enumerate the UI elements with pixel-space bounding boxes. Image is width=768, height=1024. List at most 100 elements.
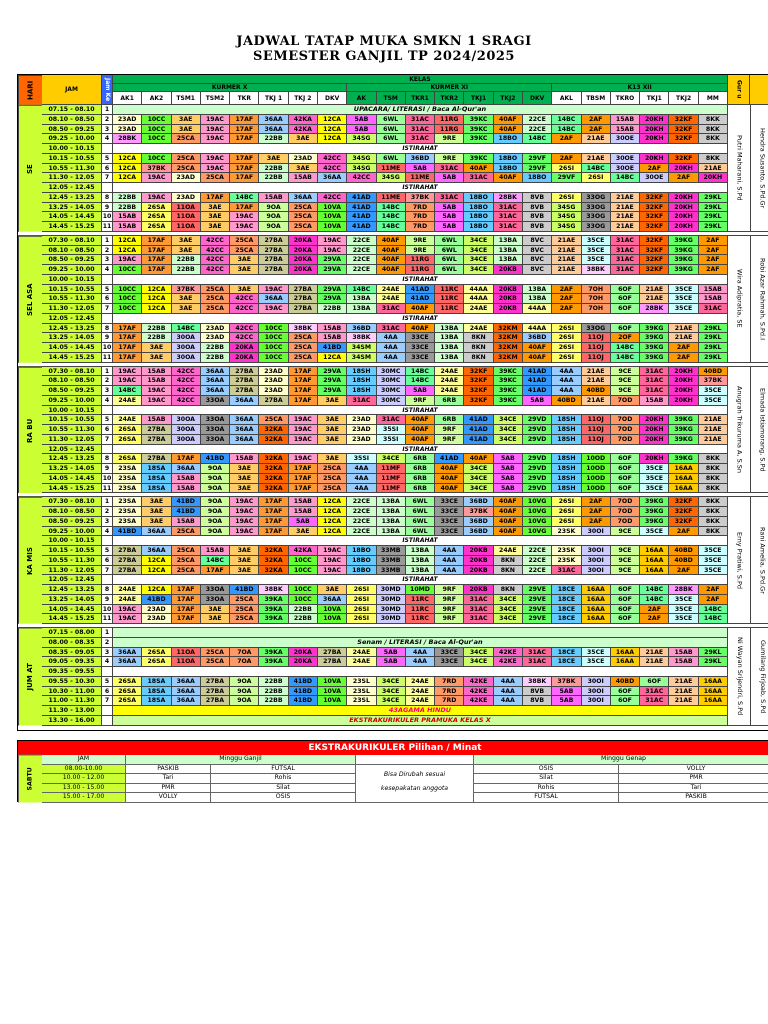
- schedule-cell: 40AF: [435, 473, 465, 484]
- schedule-cell: 34CE: [493, 425, 523, 435]
- schedule-cell: 3AE: [200, 212, 231, 222]
- period-number: [102, 444, 113, 455]
- schedule-cell: 27BA: [288, 294, 318, 304]
- period-number: [102, 144, 113, 154]
- class-code-header: TKJ2: [669, 92, 699, 105]
- schedule-cell: 15AB: [318, 333, 348, 343]
- schedule-cell: 6OF: [610, 284, 641, 295]
- schedule-cell: 3AE: [200, 202, 231, 213]
- schedule-cell: 29VD: [523, 434, 553, 445]
- schedule-cell: 8KK: [698, 134, 728, 144]
- schedule-cell: 6WL: [405, 526, 436, 537]
- schedule-cell: 14BC: [552, 124, 582, 135]
- schedule-cell: 39KG: [669, 434, 699, 445]
- schedule-cell: 20KH: [640, 415, 670, 425]
- schedule-cell: 3AE: [200, 604, 231, 615]
- schedule-cell: 40AF: [523, 343, 553, 353]
- schedule-cell: 9OA: [200, 507, 231, 517]
- schedule-cell: 34SG: [347, 134, 377, 144]
- schedule-cell: 26SI: [552, 192, 582, 203]
- schedule-cell: 26SI: [347, 585, 377, 595]
- schedule-cell: 21AE: [669, 333, 699, 343]
- schedule-cell: 24AE: [464, 304, 494, 314]
- period-number: [102, 405, 113, 416]
- schedule-cell: 20KH: [640, 153, 670, 164]
- schedule-cell: 23AD: [200, 333, 231, 343]
- schedule-cell: 8KK: [698, 526, 728, 537]
- schedule-cell: 17AF: [288, 386, 318, 396]
- ekstra-activity: Silat: [474, 774, 619, 784]
- time-slot: 10.55 - 11.30: [42, 555, 102, 566]
- schedule-cell: 40AF: [493, 507, 523, 517]
- schedule-cell: 13BA: [493, 235, 523, 246]
- schedule-cell: 28BK: [669, 585, 699, 595]
- class-code-header: TBSM: [581, 92, 611, 105]
- period-number: [102, 706, 113, 716]
- schedule-cell: 35CE: [669, 294, 699, 304]
- schedule-cell: 24AE: [113, 594, 143, 605]
- schedule-cell: 10CC: [142, 114, 172, 125]
- period-number: 3: [102, 124, 113, 135]
- schedule-cell: 33OA: [200, 594, 231, 605]
- schedule-cell: 15AB: [288, 507, 318, 517]
- schedule-cell: 34CE: [464, 255, 494, 265]
- schedule-cell: 40AF: [464, 163, 494, 174]
- teacher-name: Ni Wayan Srijendri, S.Pd: [728, 628, 751, 726]
- period-number: [102, 536, 113, 546]
- schedule-cell: 26SI: [552, 516, 582, 527]
- header-hari: HARI: [18, 75, 42, 105]
- class-code-header: TKJ2: [493, 92, 523, 105]
- schedule-cell: 10VA: [318, 686, 348, 697]
- schedule-cell: 36AA: [259, 294, 289, 304]
- schedule-cell: 6WL: [435, 235, 465, 246]
- schedule-cell: 30OA: [171, 425, 201, 435]
- schedule-cell: 27BA: [113, 546, 143, 556]
- schedule-cell: 41BD: [288, 696, 318, 706]
- schedule-cell: 14BC: [405, 376, 436, 386]
- schedule-cell: 40AF: [405, 434, 436, 445]
- schedule-cell: 10VA: [318, 212, 348, 222]
- class-code-header: TSM2: [200, 92, 231, 105]
- schedule-cell: 10VG: [523, 516, 553, 527]
- schedule-cell: 34CE: [376, 696, 406, 706]
- time-slot: 12.45 - 13.25: [42, 323, 102, 334]
- class-code-header: DKV: [318, 92, 348, 105]
- schedule-cell: 21AE: [640, 657, 670, 667]
- schedule-cell: 21AE: [698, 163, 728, 174]
- schedule-cell: 39KG: [640, 323, 670, 334]
- schedule-cell: 29VD: [523, 454, 553, 464]
- schedule-cell: 12CA: [142, 304, 172, 314]
- period-number: 7: [102, 434, 113, 445]
- schedule-cell: 29VE: [523, 585, 553, 595]
- schedule-cell: 13BA: [435, 343, 465, 353]
- schedule-cell: 30MC: [376, 395, 406, 406]
- schedule-cell: 42KE: [464, 676, 494, 687]
- schedule-cell: 32KF: [640, 265, 670, 275]
- schedule-cell: 17AF: [171, 604, 201, 615]
- schedule-cell: 2AF: [552, 294, 582, 304]
- schedule-cell: 5AB: [435, 212, 465, 222]
- schedule-cell: 20KA: [288, 245, 318, 256]
- schedule-cell: 4AA: [376, 343, 406, 353]
- schedule-cell: 8VC: [523, 265, 553, 275]
- schedule-cell: 44AA: [464, 284, 494, 295]
- schedule-cell: 24AE: [493, 546, 523, 556]
- schedule-cell: 7OA: [230, 657, 260, 667]
- schedule-cell: 40AF: [493, 526, 523, 537]
- schedule-cell: 3AE: [142, 516, 172, 527]
- schedule-cell: 2AF: [581, 497, 611, 507]
- period-number: 11: [102, 614, 113, 624]
- schedule-cell: 18CE: [552, 614, 582, 624]
- schedule-cell: 20KH: [669, 376, 699, 386]
- schedule-cell: 9RF: [435, 585, 465, 595]
- schedule-cell: 41BD: [171, 497, 201, 507]
- schedule-cell: 34CE: [464, 464, 494, 474]
- schedule-cell: 18BO: [347, 546, 377, 556]
- time-slot: 14.05 - 14.45: [42, 473, 102, 484]
- teacher-name: Wira Adipratia, SE: [728, 235, 751, 363]
- schedule-cell: 33MB: [376, 565, 406, 576]
- schedule-cell: 39KG: [640, 333, 670, 343]
- schedule-cell: 26SI: [552, 323, 582, 334]
- schedule-cell: 3AE: [318, 425, 348, 435]
- class-code-header: TSM: [376, 92, 406, 105]
